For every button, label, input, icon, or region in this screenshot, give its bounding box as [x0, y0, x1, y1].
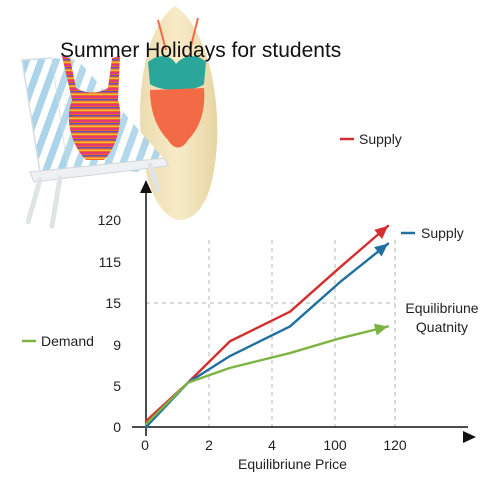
y-tick-label: 115 [99, 254, 122, 270]
series-line-3 [144, 325, 390, 426]
series-arrowhead-1 [374, 225, 388, 239]
legend-label-3: Demand [41, 333, 94, 349]
y-axis-arrow [140, 180, 152, 193]
x-tick-label: 100 [323, 437, 347, 453]
striped-swimsuit-illustration [62, 56, 121, 160]
legend-label-2: Supply [421, 225, 464, 241]
y-tick-label: 15 [105, 295, 121, 311]
x-tick-label: 120 [383, 437, 407, 453]
x-axis-arrow [463, 431, 476, 443]
axes [132, 180, 476, 443]
x-tick-label: 4 [268, 437, 276, 453]
chart-title: Summer Holidays for students [60, 39, 341, 62]
orange-swimsuit-illustration [148, 17, 206, 148]
legend-label-1: Supply [359, 131, 402, 147]
y-tick-label: 9 [113, 337, 121, 353]
y-tick-label: 120 [98, 212, 122, 228]
x-tick-label: 0 [141, 437, 149, 453]
series-line-1 [144, 224, 390, 423]
ticks: 0 2 4 100 120 0 5 9 15 115 120 [98, 212, 407, 453]
y-tick-label: 5 [113, 378, 121, 394]
plot-area [144, 224, 390, 429]
series-arrowhead-2 [374, 243, 388, 257]
grid [146, 240, 396, 427]
series-arrowhead-3 [373, 323, 388, 336]
beach-illustration [21, 6, 218, 229]
y-tick-label: 0 [113, 419, 121, 435]
legend: Supply Supply Demand Equilibriune Quatnity [22, 131, 479, 349]
equilibrium-quantity-label: Equilibriune Quatnity [405, 300, 478, 335]
x-tick-label: 2 [205, 437, 213, 453]
x-axis-label: Equilibriune Price [238, 456, 347, 472]
